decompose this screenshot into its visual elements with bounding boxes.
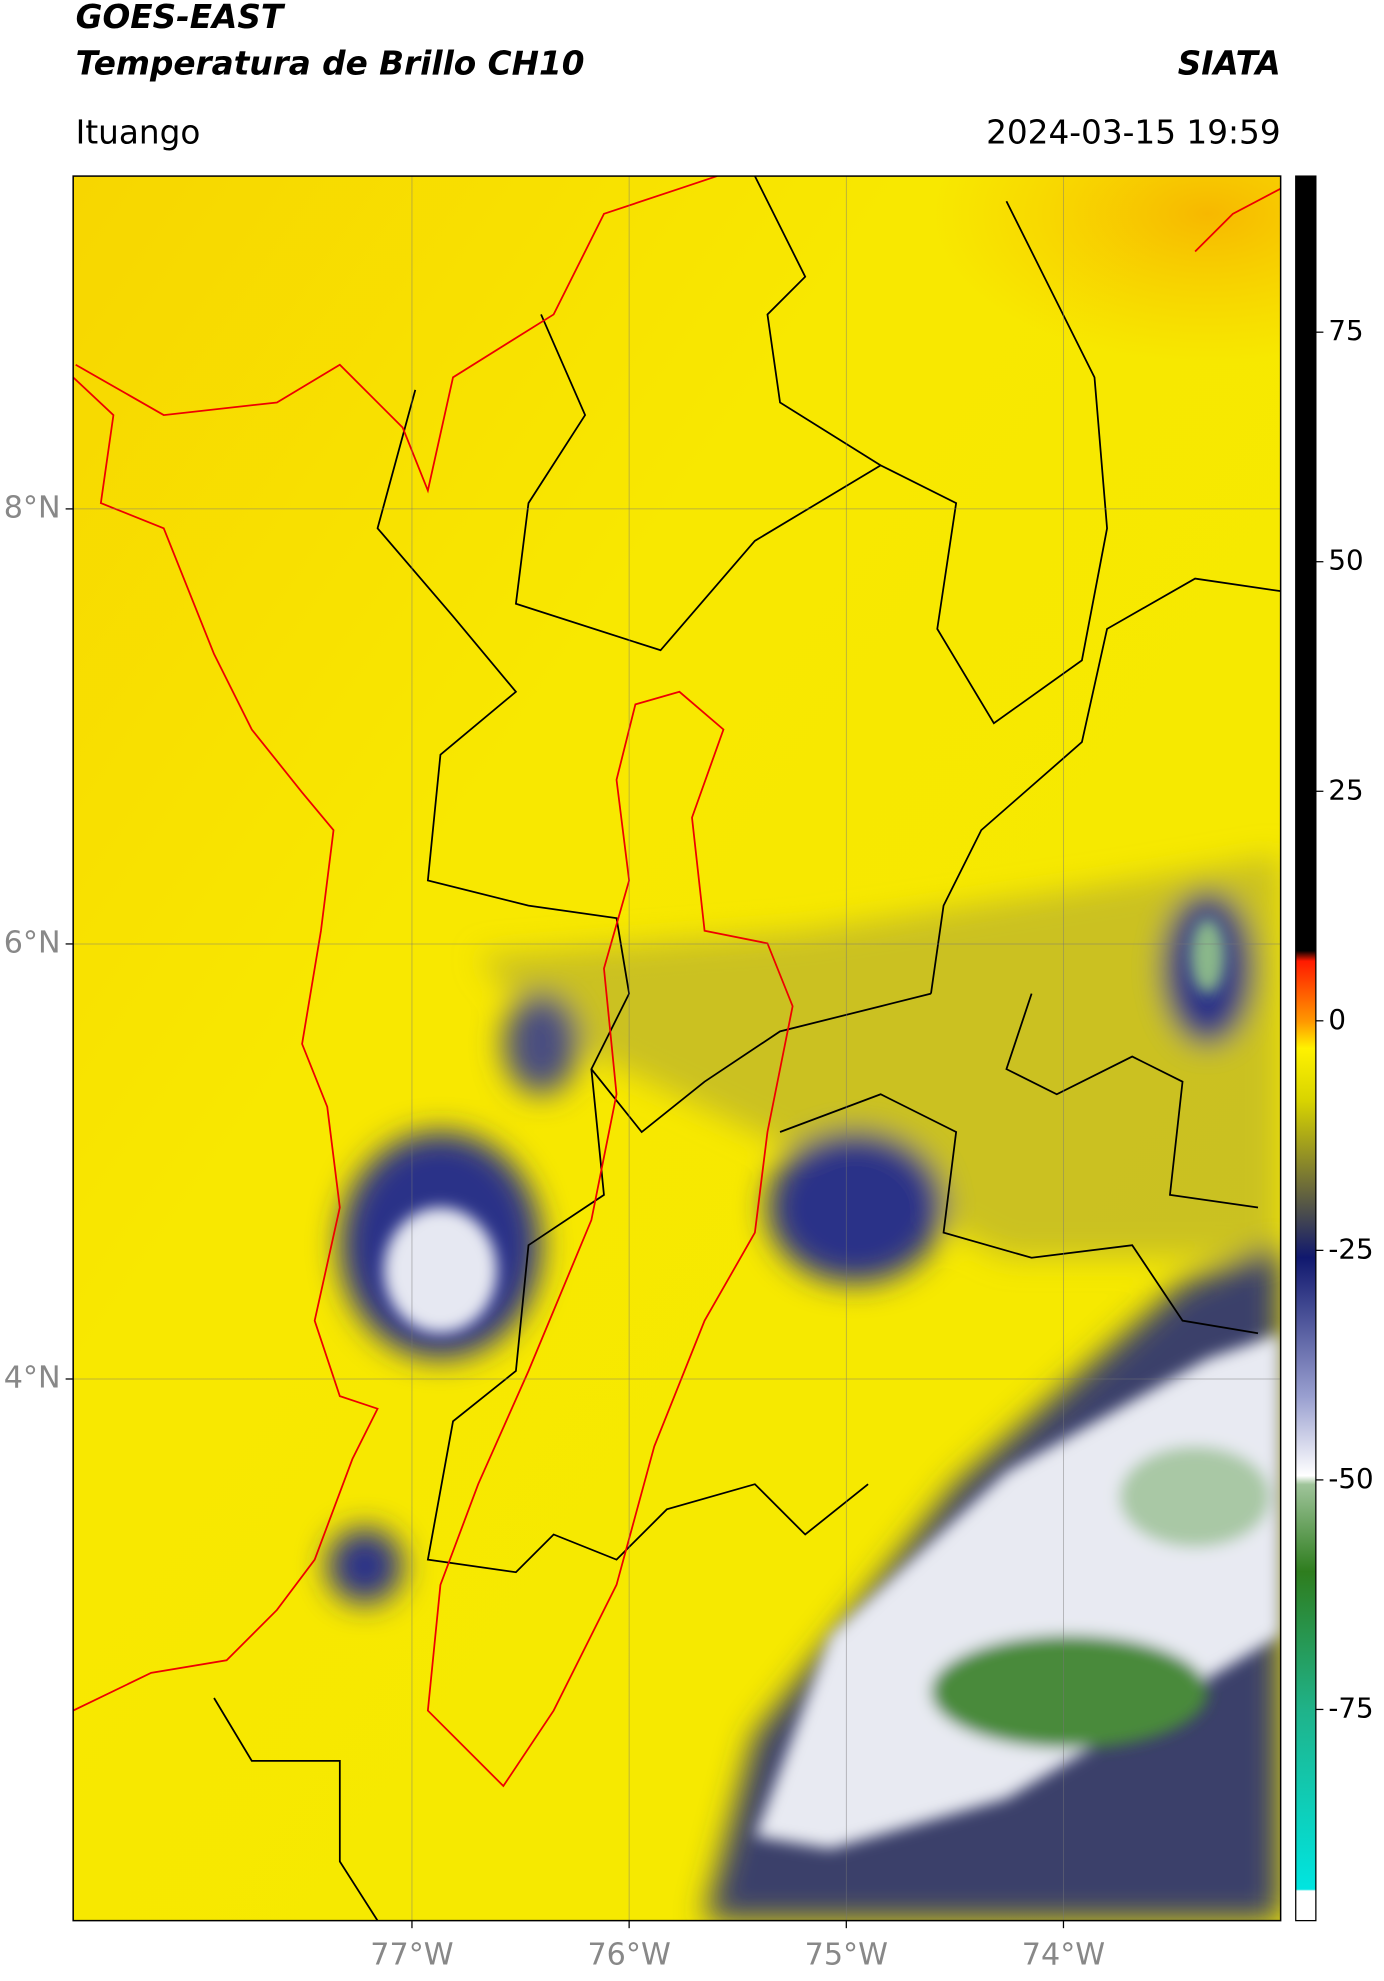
boundaries <box>213 176 1281 1921</box>
colorbar <box>1295 175 1317 1922</box>
colorbar-tick-label: 0 <box>1328 1003 1346 1036</box>
lon-tick-label: 77°W <box>370 1937 453 1972</box>
colorbar-tick-label: 50 <box>1328 544 1363 577</box>
map <box>73 176 1281 1921</box>
colorbar-tick-label: 25 <box>1328 773 1363 806</box>
map-frame <box>72 175 1282 1922</box>
cloud-cores <box>383 918 1281 1849</box>
title: GOES-EAST <box>76 0 286 36</box>
region: Ituango <box>76 114 201 152</box>
lon-tick-label: 75°W <box>805 1937 888 1972</box>
colorbar-tick-label: 75 <box>1328 314 1363 347</box>
colorbar-tick-label: -50 <box>1328 1462 1373 1495</box>
colorbar-tick-label: -75 <box>1328 1691 1373 1724</box>
subtitle: Temperatura de Brillo CH10 <box>76 44 585 82</box>
colorbar-tick-label: -25 <box>1328 1232 1373 1265</box>
lon-tick-label: 76°W <box>587 1937 670 1972</box>
source: SIATA <box>1178 44 1281 82</box>
lat-tick-label: 4°N <box>4 1360 61 1395</box>
lat-tick-label: 8°N <box>4 490 61 525</box>
lon-tick-label: 74°W <box>1022 1937 1105 1972</box>
warm-area <box>931 176 1281 365</box>
lat-tick-label: 6°N <box>4 925 61 960</box>
datetime: 2024-03-15 19:59 <box>986 114 1281 152</box>
